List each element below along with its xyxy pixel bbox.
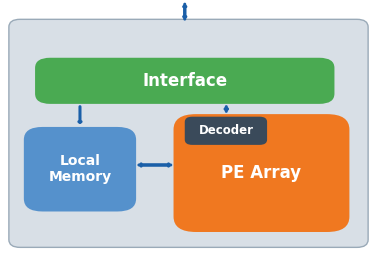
FancyBboxPatch shape bbox=[9, 19, 368, 247]
FancyBboxPatch shape bbox=[173, 114, 349, 232]
Text: PE Array: PE Array bbox=[221, 164, 302, 182]
Text: Interface: Interface bbox=[142, 72, 227, 90]
Text: Decoder: Decoder bbox=[198, 124, 253, 137]
Text: Local
Memory: Local Memory bbox=[48, 154, 112, 184]
FancyBboxPatch shape bbox=[35, 58, 334, 104]
FancyBboxPatch shape bbox=[24, 127, 136, 212]
FancyBboxPatch shape bbox=[185, 117, 267, 145]
